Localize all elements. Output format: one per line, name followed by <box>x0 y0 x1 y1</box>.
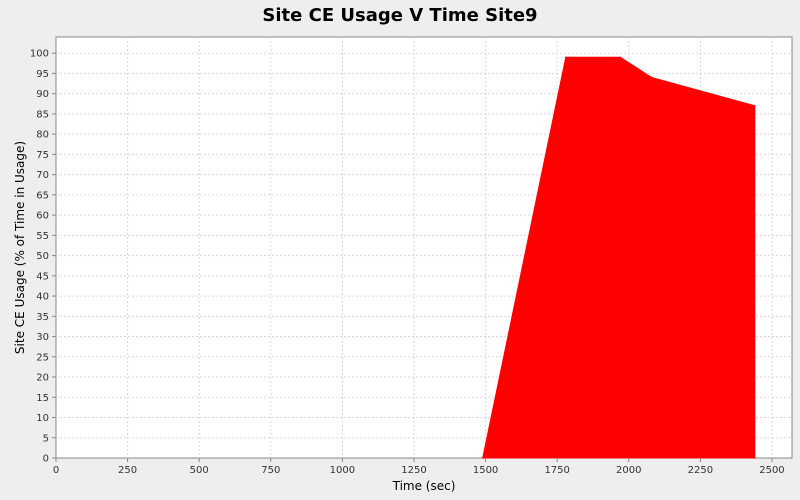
y-tick-label: 35 <box>36 312 49 323</box>
y-tick-label: 70 <box>36 170 49 181</box>
y-axis-title: Site CE Usage (% of Time in Usage) <box>13 141 27 354</box>
x-tick-label: 500 <box>190 465 209 476</box>
y-tick-label: 60 <box>36 211 49 222</box>
y-tick-label: 55 <box>36 231 49 242</box>
x-tick-label: 1250 <box>401 465 426 476</box>
y-axis: 0 5 10 15 20 25 30 35 40 45 50 55 60 65 70 75 80 85 90 95 10… <box>30 49 56 465</box>
data-point <box>753 457 756 459</box>
y-tick-label: 75 <box>36 150 49 161</box>
y-tick-label: 5 <box>43 433 49 444</box>
y-tick-label: 100 <box>30 49 49 60</box>
x-tick-label: 2500 <box>759 465 784 476</box>
x-tick-label: 1000 <box>330 465 355 476</box>
y-tick-label: 45 <box>36 271 49 282</box>
x-axis: 0 250 500 750 1000 1250 1500 1750 2000 2250 2500 <box>53 458 785 476</box>
x-tick-label: 1750 <box>544 465 569 476</box>
y-tick-label: 65 <box>36 190 49 201</box>
data-point <box>619 56 621 59</box>
data-point <box>481 457 484 459</box>
x-tick-label: 0 <box>53 465 59 476</box>
data-point <box>564 56 567 59</box>
data-point <box>650 76 653 79</box>
y-tick-label: 30 <box>36 332 49 343</box>
y-tick-label: 10 <box>36 413 49 424</box>
y-tick-label: 15 <box>36 393 49 404</box>
y-tick-label: 20 <box>36 373 49 384</box>
y-tick-label: 50 <box>36 251 49 262</box>
y-tick-label: 95 <box>36 69 49 80</box>
y-tick-label: 25 <box>36 352 49 363</box>
x-axis-title: Time (sec) <box>392 479 456 493</box>
x-tick-label: 2000 <box>616 465 641 476</box>
data-point <box>753 105 756 107</box>
y-tick-label: 85 <box>36 109 49 120</box>
x-tick-label: 1500 <box>473 465 498 476</box>
y-tick-label: 40 <box>36 292 49 303</box>
y-tick-label: 90 <box>36 89 49 100</box>
x-tick-label: 750 <box>261 465 280 476</box>
chart-title: Site CE Usage V Time Site9 <box>262 5 538 26</box>
x-tick-label: 250 <box>118 465 137 476</box>
y-tick-label: 0 <box>43 454 49 465</box>
series-layer <box>481 56 756 459</box>
y-tick-label: 80 <box>36 130 49 141</box>
x-tick-label: 2250 <box>688 465 713 476</box>
